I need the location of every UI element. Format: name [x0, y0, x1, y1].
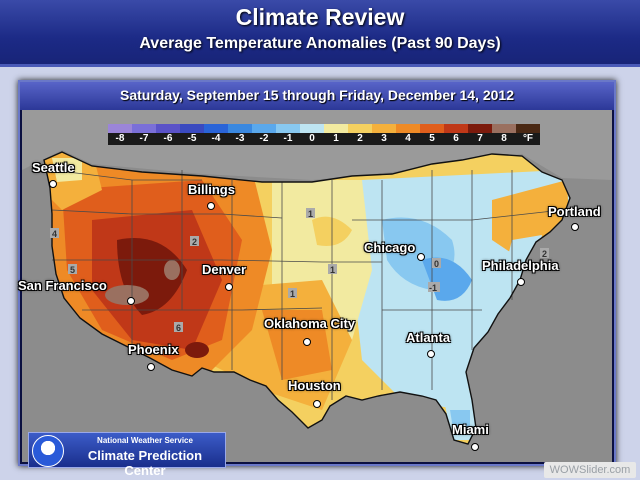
color-legend: -8 -7 -6 -5 -4 -3 -2 -1 0 1 2 3 4 5 6 7 8 °F — [108, 124, 540, 145]
city-dot — [427, 350, 435, 358]
legend-swatch — [132, 124, 156, 133]
legend-value: 7 — [468, 133, 492, 145]
legend-value: 0 — [300, 133, 324, 145]
legend-value: -5 — [180, 133, 204, 145]
city-label: San Francisco — [18, 278, 107, 293]
legend-value: -6 — [156, 133, 180, 145]
page-subtitle: Average Temperature Anomalies (Past 90 D… — [139, 35, 501, 52]
city-dot — [417, 253, 425, 261]
legend-value: 3 — [372, 133, 396, 145]
city-dot — [313, 400, 321, 408]
legend-value: -7 — [132, 133, 156, 145]
contour-label: 4 — [52, 229, 57, 239]
page-title: Climate Review — [235, 4, 405, 30]
legend-swatch — [228, 124, 252, 133]
header-banner: Climate Review Average Temperature Anoma… — [0, 0, 640, 67]
cpc-logo-box: National Weather Service Climate Predict… — [28, 432, 226, 478]
contour-label: 1 — [330, 265, 335, 275]
legend-value: 6 — [444, 133, 468, 145]
contour-label: 1 — [308, 209, 313, 219]
map-panel: Saturday, September 15 through Friday, D… — [18, 80, 616, 466]
legend-swatch — [348, 124, 372, 133]
city-label: Philadelphia — [482, 258, 559, 273]
city-dot — [127, 297, 135, 305]
contour-label: 0 — [434, 259, 439, 269]
legend-value: -4 — [204, 133, 228, 145]
us-outline — [43, 151, 571, 445]
legend-swatch — [180, 124, 204, 133]
legend-value: 5 — [420, 133, 444, 145]
legend-value: 2 — [348, 133, 372, 145]
legend-swatch — [156, 124, 180, 133]
legend-value: 8 — [492, 133, 516, 145]
contour-label: 6 — [176, 323, 181, 333]
legend-swatch — [108, 124, 132, 133]
watermark: WOWSlider.com — [544, 462, 636, 478]
city-label: Miami — [452, 422, 489, 437]
date-range-bar: Saturday, September 15 through Friday, D… — [20, 82, 614, 110]
city-label: Denver — [202, 262, 247, 277]
legend-swatch — [252, 124, 276, 133]
city-label: Chicago — [364, 240, 416, 255]
contour-labels: 4 5 2 1 1 0 -1 1 2 6 — [50, 208, 549, 333]
legend-swatch — [396, 124, 420, 133]
city-dot — [225, 283, 233, 291]
contour-label: 5 — [70, 265, 75, 275]
legend-unit: °F — [516, 133, 540, 145]
legend-swatch — [300, 124, 324, 133]
state-boundaries — [51, 169, 563, 400]
legend-swatch — [276, 124, 300, 133]
legend-swatch — [420, 124, 444, 133]
city-dot — [571, 223, 579, 231]
legend-value: -3 — [228, 133, 252, 145]
date-range-text: Saturday, September 15 through Friday, D… — [120, 87, 514, 103]
city-dot — [471, 443, 479, 451]
legend-swatch — [468, 124, 492, 133]
legend-swatch — [516, 124, 540, 133]
contour-label: 2 — [192, 237, 197, 247]
city-label: Houston — [288, 378, 341, 393]
legend-swatch — [204, 124, 228, 133]
temperature-anomaly-map: 4 5 2 1 1 0 -1 1 2 6 — [22, 110, 612, 462]
city-dot — [207, 202, 215, 210]
city-label: Atlanta — [406, 330, 451, 345]
legend-value: -1 — [276, 133, 300, 145]
legend-swatch — [372, 124, 396, 133]
legend-swatch — [444, 124, 468, 133]
legend-swatch — [324, 124, 348, 133]
city-dot — [517, 278, 525, 286]
city-label: Phoenix — [128, 342, 179, 357]
city-label: Billings — [188, 182, 235, 197]
contour-label: -1 — [429, 283, 437, 293]
city-dot — [147, 363, 155, 371]
city-dot — [49, 180, 57, 188]
legend-value: -8 — [108, 133, 132, 145]
city-label: Seattle — [32, 160, 75, 175]
legend-value: -2 — [252, 133, 276, 145]
city-label: Oklahoma City — [264, 316, 356, 331]
agency-name: National Weather Service — [97, 436, 193, 445]
city-dot — [303, 338, 311, 346]
legend-swatch — [492, 124, 516, 133]
noaa-logo-icon — [32, 435, 64, 467]
city-label: Portland — [548, 204, 601, 219]
contour-label: 2 — [542, 249, 547, 259]
center-name: Climate Prediction Center — [87, 448, 203, 478]
contour-label: 1 — [290, 289, 295, 299]
legend-value: 4 — [396, 133, 420, 145]
legend-value: 1 — [324, 133, 348, 145]
